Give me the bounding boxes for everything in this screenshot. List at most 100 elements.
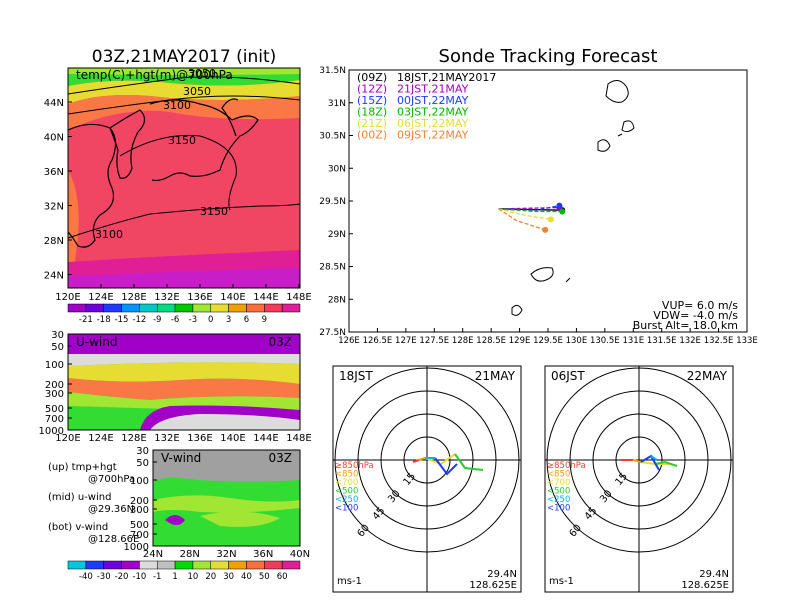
temp-colorbar-label: -15: [115, 315, 129, 325]
v-wind-pressure-label: 1000: [124, 542, 149, 553]
hodograph-level: <100: [547, 504, 570, 514]
v-wind-purple-blob: [165, 515, 185, 525]
v-wind-pressure-label: 100: [130, 476, 149, 487]
hodograph-trace-5: [650, 455, 658, 461]
map-frame: [67, 67, 301, 289]
hodograph-lon: 128.625E: [469, 580, 517, 591]
legend-line-1: (up) tmp+hgt: [48, 462, 117, 473]
traj-x-tick-label: 131E: [622, 336, 644, 346]
traj-y-tick-label: 28.5N: [319, 263, 346, 273]
temp-colorbar-swatch: [121, 303, 140, 313]
hodograph-level: <850: [335, 470, 358, 480]
map-lon-label: 148E: [286, 292, 311, 303]
map-lat-label: 24N: [44, 271, 64, 282]
map-lon-label: 124E: [88, 292, 113, 303]
u-wind-lon-label: 124E: [88, 433, 113, 444]
temp-colorbar-label: 9: [262, 315, 267, 325]
legend-code: (18Z): [357, 106, 387, 119]
legend-text: 06JST,22MAY: [397, 117, 469, 130]
orange-band: [68, 95, 300, 130]
u-wind-pressure-label: 100: [45, 360, 64, 371]
traj-x-tick-label: 127.5E: [419, 336, 449, 346]
v-wind-pressure-label: 30: [136, 446, 149, 457]
param-vdw: VDW= -4.0 m/s: [653, 309, 738, 322]
hodograph-trace-1: [418, 457, 426, 461]
trajectory-axes: 126E 126.5E 127E 127.5E 128E 128.5E 129E 129.5E…: [319, 66, 758, 346]
v-wind-pressure-label: 200: [130, 496, 149, 507]
legend-line-5: (bot) v-wind: [48, 522, 108, 533]
wind-colorbar-swatch: [228, 560, 247, 570]
wind-colorbar-swatch: [246, 560, 265, 570]
param-vup: VUP= 6.0 m/s: [662, 299, 738, 312]
hodograph-trace-4: [434, 457, 458, 476]
island-a: [597, 139, 611, 152]
wind-colorbar-label: -30: [97, 572, 111, 582]
trajectory-endpoint-5: [542, 226, 549, 233]
traj-x-tick-label: 132.5E: [704, 336, 734, 346]
hodograph-level: <850: [547, 470, 570, 480]
wind-colorbar-label: -40: [79, 572, 93, 582]
traj-x-tick-label: 130E: [566, 336, 588, 346]
temp-colorbar-swatch: [264, 303, 283, 313]
trajectory-line-5: [498, 208, 546, 231]
wind-colorbar-swatch: [67, 560, 87, 570]
wind-colorbar-label: 50: [259, 572, 270, 582]
legend-text: 09JST,22MAY: [397, 129, 469, 142]
hodograph-date: 22MAY: [687, 369, 728, 383]
legend-text: 21JST,21MAY: [397, 83, 469, 96]
map-lat-label: 36N: [44, 167, 64, 178]
hodograph-time: 18JST: [339, 369, 373, 383]
trajectory-endpoint-4: [547, 216, 554, 223]
wind-colorbar-label: -20: [115, 572, 129, 582]
trajectory-legend: (09Z) 18JST,21MAY2017 (12Z) 21JST,21MAY (15Z…: [357, 71, 496, 142]
temp-colorbar-label: -21: [79, 315, 93, 325]
temp-colorbar-swatch: [67, 303, 87, 313]
temp-colorbar-swatch: [192, 303, 212, 313]
u-wind-lon-label: 140E: [220, 433, 245, 444]
temp-colorbar-swatch: [228, 303, 247, 313]
legend-line-6: @128.66E: [88, 534, 139, 545]
trajectory-line-4: [498, 208, 551, 220]
wind-colorbar-label: 1: [172, 572, 177, 582]
v-wind-time: 03Z: [269, 451, 293, 465]
wind-colorbar-swatch: [264, 560, 283, 570]
u-wind-lon-label: 120E: [55, 433, 80, 444]
hodograph-trace-0: [412, 459, 420, 463]
hodograph-date: 21MAY: [475, 369, 516, 383]
map-label: temp(C)+hgt(m)@700hPa: [76, 68, 233, 82]
temp-colorbar-swatch: [103, 303, 122, 313]
trajectory-endpoint-3: [559, 208, 566, 215]
traj-x-tick-label: 128E: [452, 336, 474, 346]
contour-label-3: 3100: [163, 99, 191, 112]
wind-colorbar-swatch: [174, 560, 194, 570]
hodograph-lat: 29.4N: [487, 569, 517, 580]
v-wind-section: V-wind 03Z: [152, 449, 301, 547]
wind-colorbar-swatch: [210, 560, 229, 570]
hodograph-level: <700: [335, 478, 358, 488]
temp-colorbar-label: -3: [189, 315, 197, 325]
legend-line-3: (mid) u-wind: [48, 492, 111, 503]
contour-label-6: 3100: [95, 228, 123, 241]
u-wind-strat: [68, 334, 300, 354]
traj-x-tick-label: 126.5E: [363, 336, 393, 346]
u-wind-label: U-wind: [76, 335, 117, 349]
u-wind-low-gray: [150, 414, 300, 430]
map-lon-label: 132E: [154, 292, 179, 303]
legend-text: 18JST,21MAY2017: [397, 71, 496, 84]
temp-colorbar-label: -18: [97, 315, 111, 325]
traj-y-tick-label: 31N: [328, 99, 346, 109]
legend-line-4: @29.36N: [88, 504, 134, 515]
u-wind-pressure-label: 700: [45, 414, 64, 425]
hodograph-level: <250: [335, 495, 358, 505]
u-wind-time: 03Z: [269, 335, 293, 349]
legend-code: (21Z): [357, 117, 387, 130]
trajectory-line-3: [498, 208, 563, 213]
legend-code: (09Z): [357, 71, 387, 84]
hodograph-lon: 128.625E: [681, 580, 729, 591]
temp-colorbar-swatch: [246, 303, 265, 313]
v-wind-frame: [152, 449, 301, 547]
traj-y-tick-label: 30N: [328, 164, 346, 174]
island-d: [511, 304, 523, 316]
